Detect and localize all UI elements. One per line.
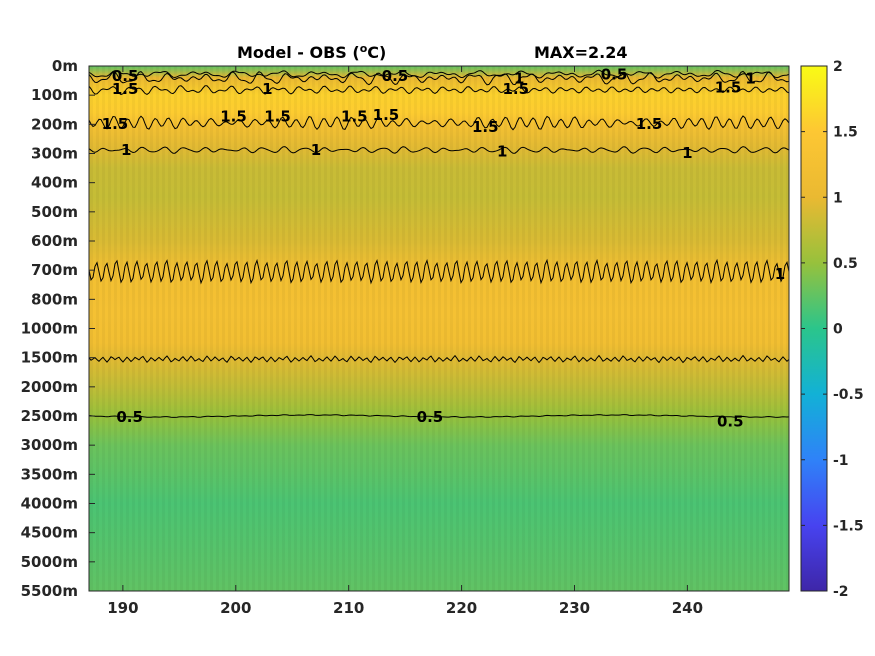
x-tick-label: 190 — [107, 599, 138, 617]
y-tick-label: 200m — [31, 115, 78, 133]
contour-label: 0.5 — [601, 65, 628, 83]
svg-text:Model - OBS (oC): Model - OBS (oC) — [237, 42, 386, 62]
contour-label: 1 — [311, 141, 321, 159]
contour-1-mid-top — [88, 258, 790, 285]
contour-label: 1.5 — [220, 108, 247, 126]
y-tick-label: 300m — [31, 145, 78, 163]
contour-label: 1.5 — [102, 115, 129, 133]
plot-area: 0.5 0.5 0.511 11.5 1.5 1.51.5 1.5 1.5 1.5 1.51.5 1… — [88, 65, 790, 592]
y-tick-label: 600m — [31, 232, 78, 250]
y-tick-label: 1500m — [21, 349, 78, 367]
colorbar-ticks: 2 1.5 1 0.5 0 -0.5 -1 -1.5 -2 — [801, 59, 864, 600]
x-tick-label: 240 — [672, 599, 703, 617]
contour-0-5-deep — [88, 414, 790, 418]
contour-label: 1.5 — [264, 108, 291, 126]
contour-label: 1.5 — [341, 108, 368, 126]
contour-label: 1 — [682, 144, 692, 162]
contour-1-5-bottom — [88, 115, 790, 131]
colorbar-tick-label: -1 — [833, 453, 849, 469]
colorbar-tick-label: 1.5 — [833, 125, 858, 141]
contour-label: 1 — [775, 265, 785, 283]
y-tick-label: 700m — [31, 261, 78, 279]
contour-labels: 0.5 0.5 0.511 11.5 1.5 1.51.5 1.5 1.5 1.5 1.51.5 1… — [102, 65, 786, 430]
contour-0-5-top — [88, 69, 790, 79]
y-tick-label: 500m — [31, 203, 78, 221]
y-axis: 0m 100m 200m 300m 400m 500m 600m 700m 800m 1000m 1… — [21, 57, 95, 600]
y-tick-label: 3000m — [21, 436, 78, 454]
contour-label: 0.5 — [382, 67, 409, 85]
colorbar: 2 1.5 1 0.5 0 -0.5 -1 -1.5 -2 — [800, 59, 864, 600]
contour-label: 0.5 — [116, 408, 143, 426]
contour-1-upper — [88, 146, 790, 154]
y-tick-label: 2500m — [21, 407, 78, 425]
chart-title-superscript: o — [360, 42, 368, 55]
contour-label: 1.5 — [373, 106, 400, 124]
contour-1-top — [88, 70, 790, 86]
colorbar-tick-label: 0 — [833, 322, 843, 338]
field-texture — [89, 66, 789, 591]
contour-label: 1 — [497, 143, 507, 161]
y-tick-label: 4500m — [21, 524, 78, 542]
y-tick-label: 400m — [31, 174, 78, 192]
chart-title-main: Model - OBS ( — [237, 43, 360, 62]
contour-lines — [88, 69, 790, 418]
colorbar-tick-label: 1 — [833, 190, 843, 206]
y-tick-label: 5000m — [21, 553, 78, 571]
contour-label: 1.5 — [502, 80, 529, 98]
colorbar-tick-label: 2 — [833, 59, 843, 75]
chart-title: Model - OBS (oC) MAX=2.24 — [237, 42, 628, 62]
x-tick-label: 210 — [333, 599, 364, 617]
contour-label: 1.5 — [715, 78, 742, 96]
y-tick-label: 800m — [31, 290, 78, 308]
contour-label: 1.5 — [112, 80, 139, 98]
y-tick-label: 2000m — [21, 378, 78, 396]
x-tick-label: 220 — [446, 599, 477, 617]
contour-label: 0.5 — [717, 412, 744, 430]
contour-1-mid-bottom — [88, 354, 790, 364]
colorbar-tick-label: -0.5 — [833, 387, 864, 403]
y-tick-label: 100m — [31, 86, 78, 104]
contour-label: 1 — [262, 80, 272, 98]
x-axis: 190 200 210 220 230 240 — [107, 66, 703, 617]
y-tick-label: 0m — [52, 57, 78, 75]
x-tick-label: 230 — [559, 599, 590, 617]
y-tick-label: 4000m — [21, 495, 78, 513]
colorbar-tick-label: -2 — [833, 584, 849, 600]
colorbar-tick-label: 0.5 — [833, 256, 858, 272]
contour-label: 1.5 — [472, 118, 499, 136]
y-tick-label: 5500m — [21, 582, 78, 600]
x-tick-label: 200 — [220, 599, 251, 617]
contour-label: 0.5 — [112, 67, 139, 85]
colorbar-scale — [800, 65, 828, 592]
y-tick-label: 1000m — [21, 320, 78, 338]
contour-1-5-top — [88, 85, 790, 96]
colorbar-tick-label: -1.5 — [833, 518, 864, 534]
contour-label: 1.5 — [636, 115, 663, 133]
contour-label: 1 — [745, 70, 755, 88]
contour-label: 1 — [514, 70, 524, 88]
chart-title-unit: C) — [367, 43, 386, 62]
contour-label: 0.5 — [417, 408, 444, 426]
chart-title-max: MAX=2.24 — [534, 43, 628, 62]
contour-label: 1 — [121, 141, 131, 159]
y-tick-label: 3500m — [21, 465, 78, 483]
